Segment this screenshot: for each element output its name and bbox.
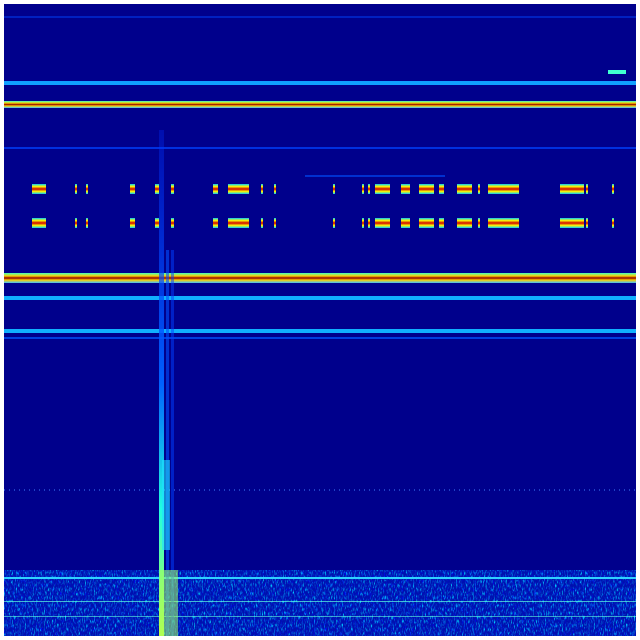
noise-line [4,577,636,579]
vertical-line [171,250,174,636]
cyan-line [4,81,636,85]
vertical-line [159,130,164,636]
hot-band [4,273,636,283]
faint-line [305,175,445,177]
noise-speckle [4,570,636,636]
vertical-line [166,250,169,636]
blip [608,70,626,74]
hot-line [4,101,636,108]
horizontal-lines [4,16,636,491]
faint-line [4,337,636,339]
plot-area [4,4,636,636]
noise-line [4,616,636,617]
noise-floor [4,570,636,636]
vertical-signal [159,130,178,636]
cyan-line [4,296,636,300]
faint-line [4,16,636,18]
vertical-glow [162,460,170,550]
noise-line [4,601,636,602]
cyan-line [4,329,636,333]
faint-line [4,147,636,149]
vertical-glow [160,570,178,636]
